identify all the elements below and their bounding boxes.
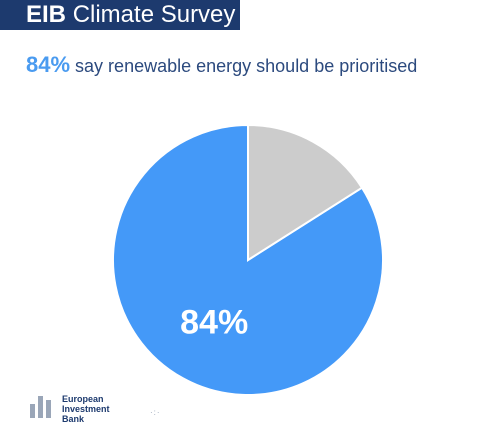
eib-logo: European Investment Bank ·:· bbox=[30, 394, 230, 424]
eib-logo-mark bbox=[30, 396, 56, 418]
logo-line-3: Bank bbox=[62, 414, 85, 424]
pie-slice-1 bbox=[247, 123, 364, 262]
eib-logo-text: European Investment Bank bbox=[62, 394, 110, 424]
headline: 84% say renewable energy should be prior… bbox=[26, 52, 417, 78]
logo-line-2: Investment bbox=[62, 404, 110, 414]
pie-slice-label-0: 84% bbox=[180, 304, 248, 342]
title-bar: EIB Climate Survey bbox=[0, 0, 240, 30]
survey-title: Climate Survey bbox=[72, 1, 236, 28]
headline-percent: 84% bbox=[26, 52, 71, 77]
brand-label: EIB bbox=[26, 1, 67, 28]
headline-text: say renewable energy should be prioritis… bbox=[70, 56, 418, 76]
logo-line-1: European bbox=[62, 394, 104, 404]
eu-stars-icon: ·:· bbox=[150, 408, 161, 417]
